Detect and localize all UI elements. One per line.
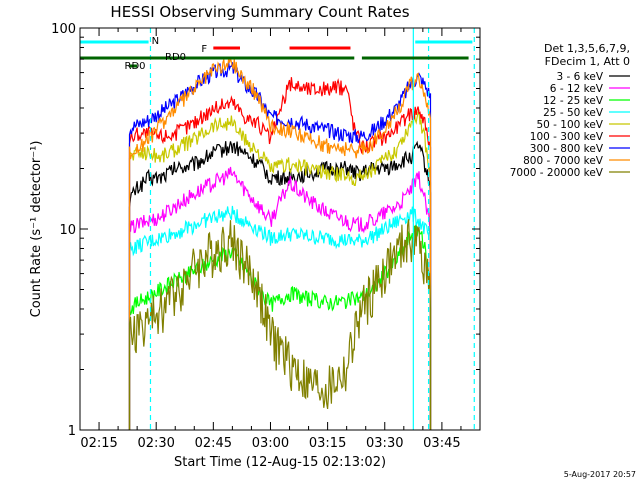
legend-label-6-12-kev: 6 - 12 keV <box>550 83 604 95</box>
series-line-800-7000-kev <box>128 57 432 430</box>
legend-label-12-25-kev: 12 - 25 keV <box>543 95 604 107</box>
series-layer <box>128 57 432 430</box>
plot-area: N F RD0 RD0 <box>79 27 481 431</box>
legend-label-100-300-kev: 100 - 300 keV <box>530 131 604 143</box>
y-tick-label: 1 <box>68 424 76 439</box>
legend-label-3-6-kev: 3 - 6 keV <box>556 71 603 83</box>
x-tick-label: 03:00 <box>252 436 289 451</box>
footer-stamp: 5-Aug-2017 20:57 <box>564 470 636 479</box>
x-tick-label: 03:30 <box>366 436 403 451</box>
axis-layer: 02:15 02:30 02:45 03:00 03:15 03:30 03:45 1 10 10… <box>51 22 480 451</box>
series-line-50-100-kev <box>128 109 432 430</box>
series-line-100-300-kev <box>128 77 432 430</box>
legend-label-800-7000-kev: 800 - 7000 keV <box>523 155 604 167</box>
x-tick-label: 03:15 <box>309 436 346 451</box>
annotation-layer: N F RD0 RD0 <box>80 28 475 430</box>
x-tick-label: 02:30 <box>137 436 174 451</box>
rd0-short-label: RD0 <box>125 61 146 72</box>
y-tick-label: 100 <box>51 22 76 37</box>
legend-label-25-50-kev: 25 - 50 keV <box>543 107 604 119</box>
x-axis-label: Start Time (12-Aug-15 02:13:02) <box>174 455 386 470</box>
legend-label-300-800-kev: 300 - 800 keV <box>530 143 604 155</box>
chart-title: HESSI Observing Summary Count Rates <box>110 3 409 21</box>
legend-label-7000-20000-kev: 7000 - 20000 keV <box>510 167 604 179</box>
rd0-label: RD0 <box>165 52 186 63</box>
series-line-3-6-kev <box>128 140 432 430</box>
series-line-7000-20000-kev <box>128 219 432 430</box>
x-tick-label: 02:15 <box>80 436 117 451</box>
x-tick-label: 02:45 <box>195 436 232 451</box>
legend-label-50-100-kev: 50 - 100 keV <box>536 119 603 131</box>
night-label: N <box>152 36 159 47</box>
series-line-25-50-kev <box>128 205 432 430</box>
y-axis-label: Count Rate (s⁻¹ detector⁻¹) <box>29 141 44 318</box>
series-line-6-12-kev <box>128 166 432 430</box>
flare-label: F <box>201 44 207 55</box>
series-line-12-25-kev <box>128 223 432 430</box>
legend-header: FDecim 1, Att 0 <box>545 55 630 68</box>
y-tick-label: 10 <box>59 223 76 238</box>
legend-header: Det 1,3,5,6,7,9, <box>544 42 630 55</box>
series-line-300-800-kev <box>128 61 432 430</box>
x-tick-label: 03:45 <box>423 436 460 451</box>
legend: Det 1,3,5,6,7,9,FDecim 1, Att 0 3 - 6 keV… <box>510 42 630 179</box>
plot-frame <box>79 27 481 431</box>
